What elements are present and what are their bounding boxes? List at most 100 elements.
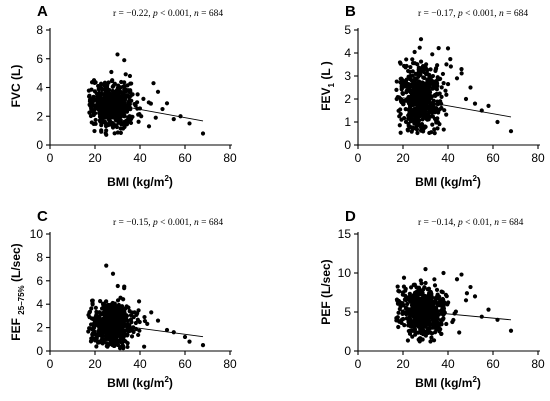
data-point bbox=[425, 82, 430, 88]
x-axis-title: BMI (kg/m2) bbox=[415, 375, 481, 390]
data-point bbox=[418, 122, 423, 127]
x-tick-label: 80 bbox=[531, 151, 545, 165]
x-tick-label: 80 bbox=[223, 151, 237, 165]
data-point bbox=[121, 91, 126, 96]
regression-line bbox=[402, 309, 512, 321]
data-point bbox=[434, 327, 439, 332]
data-point bbox=[406, 83, 411, 88]
data-point bbox=[160, 106, 165, 112]
y-tick-label: 3 bbox=[344, 69, 351, 83]
data-point bbox=[171, 117, 176, 122]
data-point bbox=[119, 122, 124, 127]
data-point bbox=[418, 326, 423, 331]
data-point bbox=[88, 113, 94, 119]
y-tick-label: 2 bbox=[36, 109, 43, 123]
data-point bbox=[412, 117, 417, 122]
data-point bbox=[123, 339, 128, 344]
data-point bbox=[428, 310, 433, 315]
data-point bbox=[434, 81, 440, 86]
data-point bbox=[108, 336, 114, 341]
data-point bbox=[153, 115, 158, 120]
data-point bbox=[117, 108, 122, 114]
data-point bbox=[119, 344, 124, 350]
data-point bbox=[112, 325, 117, 330]
data-point bbox=[133, 320, 138, 326]
data-point bbox=[425, 287, 430, 292]
data-point bbox=[109, 69, 114, 75]
y-tick-label: 0 bbox=[344, 344, 351, 358]
data-point bbox=[109, 315, 115, 320]
data-point bbox=[99, 106, 104, 111]
data-point bbox=[113, 332, 118, 337]
data-point bbox=[116, 99, 121, 104]
data-point bbox=[463, 298, 469, 303]
data-point bbox=[116, 318, 121, 324]
data-point bbox=[114, 341, 119, 346]
data-point bbox=[418, 336, 423, 341]
data-point bbox=[405, 338, 411, 343]
data-point bbox=[411, 307, 416, 312]
data-point bbox=[431, 103, 436, 108]
data-point bbox=[413, 82, 418, 87]
data-point bbox=[439, 105, 444, 111]
data-point bbox=[459, 67, 464, 72]
data-point bbox=[142, 314, 147, 320]
panel-letter: C bbox=[37, 208, 48, 225]
data-point bbox=[405, 99, 411, 104]
data-point bbox=[413, 112, 419, 117]
data-point bbox=[94, 309, 99, 314]
data-point bbox=[397, 60, 403, 65]
data-point bbox=[121, 297, 126, 302]
y-tick-label: 2 bbox=[344, 92, 351, 106]
data-point bbox=[443, 292, 448, 298]
data-point bbox=[122, 284, 127, 289]
data-point bbox=[110, 84, 115, 89]
data-point bbox=[125, 344, 130, 350]
data-point bbox=[396, 324, 401, 330]
x-axis-title: BMI (kg/m2) bbox=[415, 174, 481, 189]
data-point bbox=[117, 325, 122, 330]
data-point bbox=[445, 46, 451, 51]
y-tick-label: 10 bbox=[338, 266, 352, 280]
data-point bbox=[118, 130, 123, 135]
y-tick-label: 5 bbox=[344, 305, 351, 319]
data-point bbox=[87, 315, 92, 320]
y-axis-title: FEF 25–75% (L/sec) bbox=[9, 243, 26, 340]
data-point bbox=[96, 102, 101, 107]
data-point bbox=[405, 301, 410, 307]
data-point bbox=[430, 298, 435, 304]
data-point bbox=[411, 324, 416, 329]
data-point bbox=[495, 119, 500, 125]
data-point bbox=[115, 130, 120, 135]
data-point bbox=[432, 131, 437, 136]
y-tick-label: 8 bbox=[36, 23, 43, 37]
data-point bbox=[407, 111, 412, 116]
data-point bbox=[134, 312, 139, 317]
data-point bbox=[417, 92, 423, 97]
data-point bbox=[411, 78, 416, 84]
data-point bbox=[135, 317, 140, 322]
data-point bbox=[426, 113, 431, 119]
data-point bbox=[103, 120, 108, 126]
data-point bbox=[412, 296, 417, 301]
data-point bbox=[398, 111, 403, 117]
x-tick-label: 20 bbox=[88, 151, 102, 165]
data-point bbox=[121, 126, 126, 131]
data-point bbox=[410, 300, 415, 305]
data-point bbox=[468, 85, 473, 90]
data-point bbox=[459, 272, 464, 277]
data-point bbox=[101, 96, 106, 101]
data-point bbox=[124, 328, 129, 333]
data-point bbox=[404, 298, 409, 303]
data-point bbox=[136, 119, 141, 124]
data-point bbox=[421, 332, 426, 337]
data-point bbox=[87, 309, 93, 314]
data-point bbox=[441, 81, 446, 86]
data-point bbox=[408, 64, 413, 70]
data-point bbox=[468, 284, 473, 290]
data-point bbox=[187, 339, 192, 344]
data-point bbox=[106, 80, 111, 85]
data-point bbox=[164, 101, 170, 106]
x-tick-label: 20 bbox=[396, 357, 410, 371]
